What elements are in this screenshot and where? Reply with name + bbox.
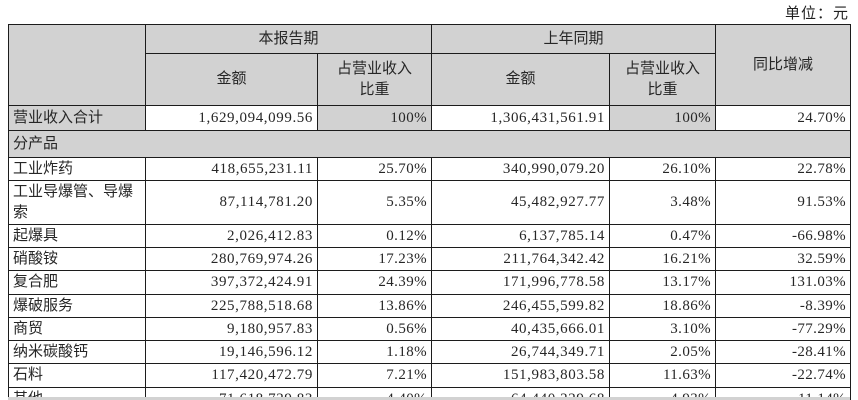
prior-ratio-cell: 26.10% xyxy=(609,156,717,182)
yoy-cell: -22.74% xyxy=(715,363,852,388)
prior-amount-cell: 64,440,229.68 xyxy=(431,386,611,400)
prior-amount-cell: 45,482,927.77 xyxy=(431,180,611,225)
total-yoy-cell: 24.70% xyxy=(715,105,852,131)
corner-blank-cell xyxy=(8,24,146,106)
prior-period-header: 上年同期 xyxy=(431,24,717,54)
prior-amount-cell: 340,990,079.20 xyxy=(431,156,611,182)
yoy-cell: -28.41% xyxy=(715,339,852,365)
current-amount-cell: 225,788,518.68 xyxy=(145,293,318,318)
current-amount-cell: 87,114,781.20 xyxy=(145,180,318,225)
product-rows: 工业炸药 418,655,231.11 25.70% 340,990,079.2… xyxy=(8,156,852,400)
table-row: 纳米碳酸钙 19,146,596.12 1.18% 26,744,349.71 … xyxy=(8,339,852,365)
row-label-cell: 工业炸药 xyxy=(8,156,146,182)
current-ratio-cell: 24.39% xyxy=(316,270,433,295)
section-label: 分产品 xyxy=(7,130,852,158)
prior-ratio-cell: 3.10% xyxy=(609,316,717,342)
prior-ratio-cell: 2.05% xyxy=(609,339,717,365)
table-row: 商贸 9,180,957.83 0.56% 40,435,666.01 3.10… xyxy=(8,316,852,342)
table-row: 爆破服务 225,788,518.68 13.86% 246,455,599.8… xyxy=(8,293,852,318)
current-ratio-cell: 17.23% xyxy=(316,246,433,272)
current-ratio-cell: 0.12% xyxy=(316,223,433,249)
table-row: 其他 71,618,729.83 4.40% 64,440,229.68 4.9… xyxy=(8,386,852,400)
current-amount-cell: 397,372,424.91 xyxy=(145,270,318,295)
current-ratio-cell: 7.21% xyxy=(316,363,433,388)
current-amount-cell: 9,180,957.83 xyxy=(145,316,318,342)
table-row: 工业导爆管、导爆索 87,114,781.20 5.35% 45,482,927… xyxy=(8,180,852,225)
yoy-cell: 22.78% xyxy=(715,156,852,182)
current-ratio-cell: 5.35% xyxy=(316,180,433,225)
yoy-cell: 91.53% xyxy=(715,180,852,225)
row-label-cell: 起爆具 xyxy=(8,223,146,249)
total-prior-amount-cell: 1,306,431,561.91 xyxy=(431,105,611,131)
current-ratio-cell: 25.70% xyxy=(316,156,433,182)
row-label-cell: 爆破服务 xyxy=(8,293,146,318)
header-row-periods: 本报告期 上年同期 同比增减 xyxy=(8,24,852,106)
row-label-cell: 硝酸铵 xyxy=(8,246,146,272)
table-row: 石料 117,420,472.79 7.21% 151,983,803.58 1… xyxy=(8,363,852,388)
prior-ratio-cell: 16.21% xyxy=(609,246,717,272)
prior-amount-cell: 171,996,778.58 xyxy=(431,270,611,295)
unit-label: 单位：元 xyxy=(784,6,849,22)
section-header-row: 分产品 xyxy=(7,130,852,158)
prior-ratio-cell: 13.17% xyxy=(609,270,717,295)
yoy-cell: -66.98% xyxy=(715,223,852,249)
table-header-body: 本报告期 上年同期 同比增减 金额 占营业收入 比重 金额 占营业收入 比重 营… xyxy=(7,24,852,158)
current-amount-cell: 280,769,974.26 xyxy=(145,246,318,272)
prior-ratio-cell: 0.47% xyxy=(609,223,717,249)
header-row-subcolumns: 金额 占营业收入 比重 金额 占营业收入 比重 xyxy=(9,53,851,106)
table-row: 起爆具 2,026,412.83 0.12% 6,137,785.14 0.47… xyxy=(8,223,852,249)
table-row: 硝酸铵 280,769,974.26 17.23% 211,764,342.42… xyxy=(8,246,852,272)
row-label-cell: 其他 xyxy=(8,386,146,400)
row-label-cell: 纳米碳酸钙 xyxy=(8,339,146,365)
prior-amount-cell: 211,764,342.42 xyxy=(431,246,611,272)
row-label-cell: 复合肥 xyxy=(8,270,146,295)
current-ratio-cell: 1.18% xyxy=(316,339,433,365)
current-amount-cell: 117,420,472.79 xyxy=(145,363,318,388)
total-revenue-row: 营业收入合计 1,629,094,099.56 100% 1,306,431,5… xyxy=(8,105,852,131)
yoy-header: 同比增减 xyxy=(715,24,852,106)
prior-amount-cell: 151,983,803.58 xyxy=(431,363,611,388)
total-current-ratio-cell: 100% xyxy=(316,105,433,131)
prior-ratio-cell: 11.63% xyxy=(609,363,717,388)
current-amount-header: 金额 xyxy=(145,53,318,106)
prior-amount-cell: 26,744,349.71 xyxy=(431,339,611,365)
row-label-cell: 商贸 xyxy=(8,316,146,342)
current-ratio-cell: 13.86% xyxy=(316,293,433,318)
yoy-cell: 11.14% xyxy=(715,386,852,400)
prior-ratio-cell: 4.93% xyxy=(609,386,717,400)
prior-amount-cell: 246,455,599.82 xyxy=(431,293,611,318)
current-ratio-cell: 4.40% xyxy=(316,386,433,400)
current-amount-cell: 2,026,412.83 xyxy=(145,223,318,249)
prior-ratio-header: 占营业收入 比重 xyxy=(609,53,717,106)
prior-ratio-cell: 3.48% xyxy=(609,180,717,225)
current-period-header: 本报告期 xyxy=(144,24,433,54)
total-current-amount-cell: 1,629,094,099.56 xyxy=(145,105,318,131)
row-label-cell: 石料 xyxy=(8,363,146,388)
row-label-cell: 工业导爆管、导爆索 xyxy=(8,180,146,225)
prior-amount-cell: 40,435,666.01 xyxy=(431,316,611,342)
prior-amount-header: 金额 xyxy=(431,53,611,106)
yoy-cell: -77.29% xyxy=(715,316,852,342)
table-row: 工业炸药 418,655,231.11 25.70% 340,990,079.2… xyxy=(8,156,852,182)
prior-amount-cell: 6,137,785.14 xyxy=(431,223,611,249)
total-prior-ratio-cell: 100% xyxy=(609,105,717,131)
revenue-table: 本报告期 上年同期 同比增减 金额 占营业收入 比重 金额 占营业收入 比重 营… xyxy=(7,24,852,400)
current-ratio-cell: 0.56% xyxy=(316,316,433,342)
current-amount-cell: 71,618,729.83 xyxy=(145,386,318,400)
current-ratio-header: 占营业收入 比重 xyxy=(316,53,433,106)
yoy-cell: 131.03% xyxy=(715,270,852,295)
prior-ratio-cell: 18.86% xyxy=(609,293,717,318)
next-row-partial xyxy=(8,397,850,400)
total-row-label: 营业收入合计 xyxy=(8,105,146,131)
yoy-cell: -8.39% xyxy=(715,293,852,318)
current-amount-cell: 19,146,596.12 xyxy=(145,339,318,365)
current-amount-cell: 418,655,231.11 xyxy=(145,156,318,182)
table-row: 复合肥 397,372,424.91 24.39% 171,996,778.58… xyxy=(8,270,852,295)
yoy-cell: 32.59% xyxy=(715,246,852,272)
